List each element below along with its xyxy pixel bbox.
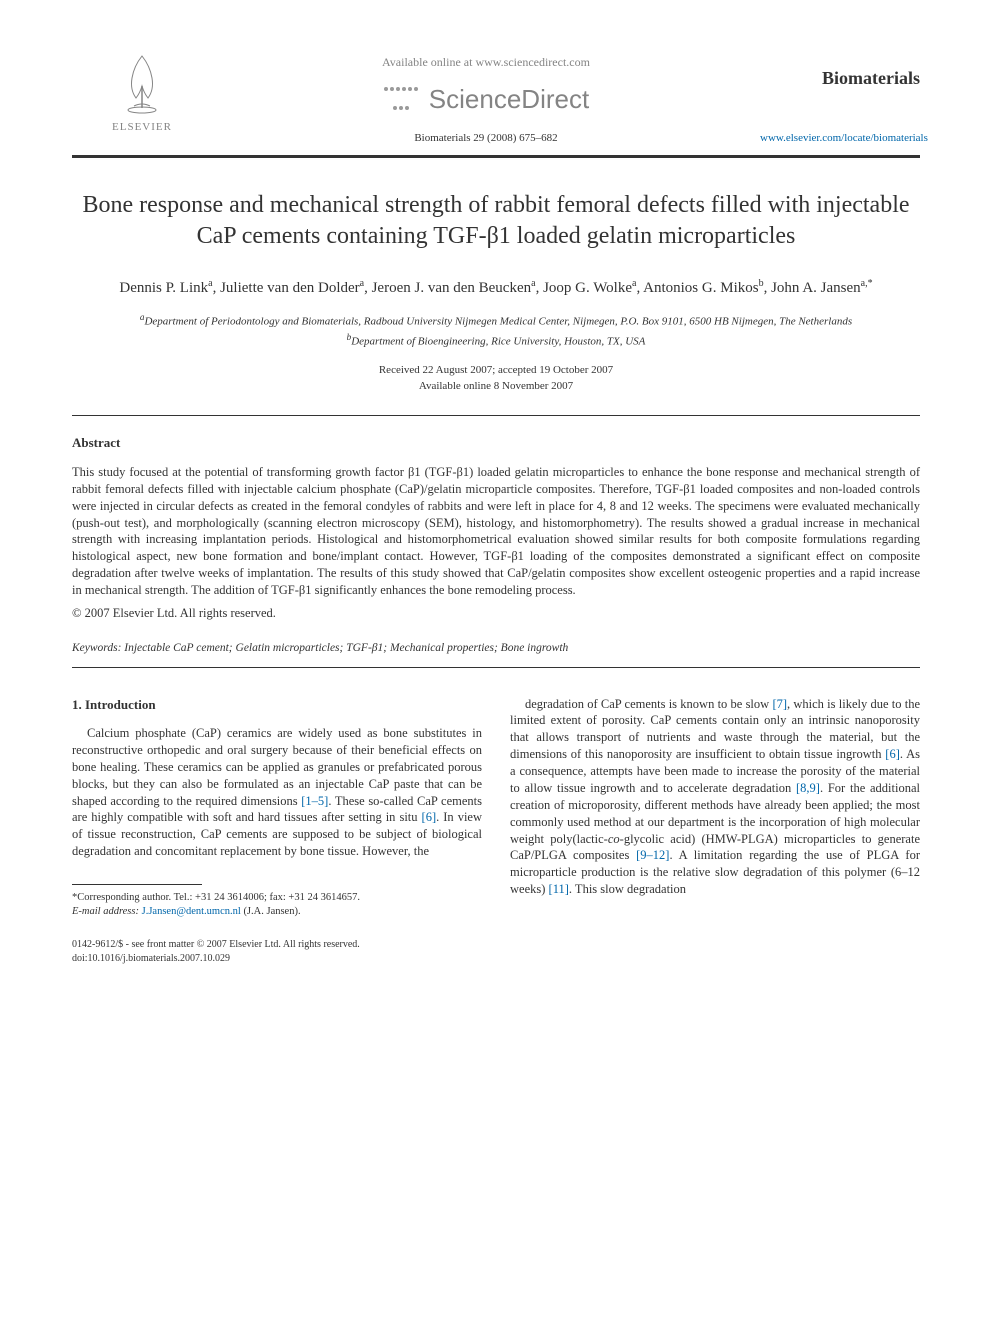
abstract-section: Abstract This study focused at the poten… — [72, 434, 920, 623]
ref-link[interactable]: [6] — [422, 810, 437, 824]
email-name: (J.A. Jansen). — [243, 906, 300, 917]
affiliation-a: aDepartment of Periodontology and Biomat… — [72, 311, 920, 330]
article-dates: Received 22 August 2007; accepted 19 Oct… — [72, 362, 920, 395]
journal-brand: Biomaterials — [760, 66, 920, 91]
rule-top — [72, 155, 920, 158]
ref-link[interactable]: [6] — [885, 747, 900, 761]
corr-author-line: *Corresponding author. Tel.: +31 24 3614… — [72, 891, 482, 905]
article-title: Bone response and mechanical strength of… — [72, 190, 920, 252]
sciencedirect-logo: ScienceDirect — [212, 81, 760, 117]
abstract-copyright: © 2007 Elsevier Ltd. All rights reserved… — [72, 605, 920, 623]
sciencedirect-name: ScienceDirect — [429, 81, 589, 117]
authors-line: Dennis P. Linka, Juliette van den Dolder… — [72, 276, 920, 300]
header-right: Biomaterials www.elsevier.com/locate/bio… — [760, 48, 920, 147]
footnote-separator — [72, 884, 202, 885]
elsevier-label: ELSEVIER — [112, 120, 172, 135]
rule-bottom — [72, 667, 920, 668]
ref-link[interactable]: [1–5] — [301, 794, 328, 808]
ref-link[interactable]: [7] — [772, 697, 787, 711]
affiliation-b-text: Department of Bioengineering, Rice Unive… — [351, 335, 645, 347]
abstract-heading: Abstract — [72, 434, 920, 452]
ref-link[interactable]: [8,9] — [796, 781, 820, 795]
keywords-line: Keywords: Injectable CaP cement; Gelatin… — [72, 640, 920, 656]
column-left: 1. Introduction Calcium phosphate (CaP) … — [72, 696, 482, 966]
journal-reference: Biomaterials 29 (2008) 675–682 — [212, 131, 760, 146]
corr-email-line: E-mail address: J.Jansen@dent.umcn.nl (J… — [72, 905, 482, 919]
intro-para-col1: Calcium phosphate (CaP) ceramics are wid… — [72, 725, 482, 860]
elsevier-block: ELSEVIER — [72, 48, 212, 135]
affiliation-a-text: Department of Periodontology and Biomate… — [144, 316, 852, 328]
front-matter-line: 0142-9612/$ - see front matter © 2007 El… — [72, 938, 482, 952]
rule-mid — [72, 415, 920, 416]
elsevier-tree-icon — [112, 48, 172, 118]
intro-para-col2: degradation of CaP cements is known to b… — [510, 696, 920, 899]
column-right: degradation of CaP cements is known to b… — [510, 696, 920, 966]
body-columns: 1. Introduction Calcium phosphate (CaP) … — [72, 696, 920, 966]
affiliation-b: bDepartment of Bioengineering, Rice Univ… — [72, 331, 920, 350]
keywords-label: Keywords: — [72, 642, 121, 654]
received-accepted: Received 22 August 2007; accepted 19 Oct… — [72, 362, 920, 379]
abstract-text: This study focused at the potential of t… — [72, 464, 920, 599]
intro-heading: 1. Introduction — [72, 696, 482, 714]
keywords-text: Injectable CaP cement; Gelatin micropart… — [124, 642, 568, 654]
available-online-line: Available online at www.sciencedirect.co… — [212, 54, 760, 71]
sd-dots-icon — [383, 81, 419, 117]
header-center: Available online at www.sciencedirect.co… — [212, 48, 760, 147]
affiliations: aDepartment of Periodontology and Biomat… — [72, 311, 920, 349]
journal-site-link[interactable]: www.elsevier.com/locate/biomaterials — [760, 131, 920, 146]
corresponding-author-footnote: *Corresponding author. Tel.: +31 24 3614… — [72, 891, 482, 918]
page-header: ELSEVIER Available online at www.science… — [72, 48, 920, 147]
ref-link[interactable]: [11] — [549, 882, 569, 896]
ref-link[interactable]: [9–12] — [636, 848, 669, 862]
doi-line: doi:10.1016/j.biomaterials.2007.10.029 — [72, 952, 482, 966]
footer-row: 0142-9612/$ - see front matter © 2007 El… — [72, 938, 482, 965]
title-block: Bone response and mechanical strength of… — [72, 190, 920, 395]
email-link[interactable]: J.Jansen@dent.umcn.nl — [142, 906, 241, 917]
available-online: Available online 8 November 2007 — [72, 378, 920, 395]
email-label: E-mail address: — [72, 906, 139, 917]
